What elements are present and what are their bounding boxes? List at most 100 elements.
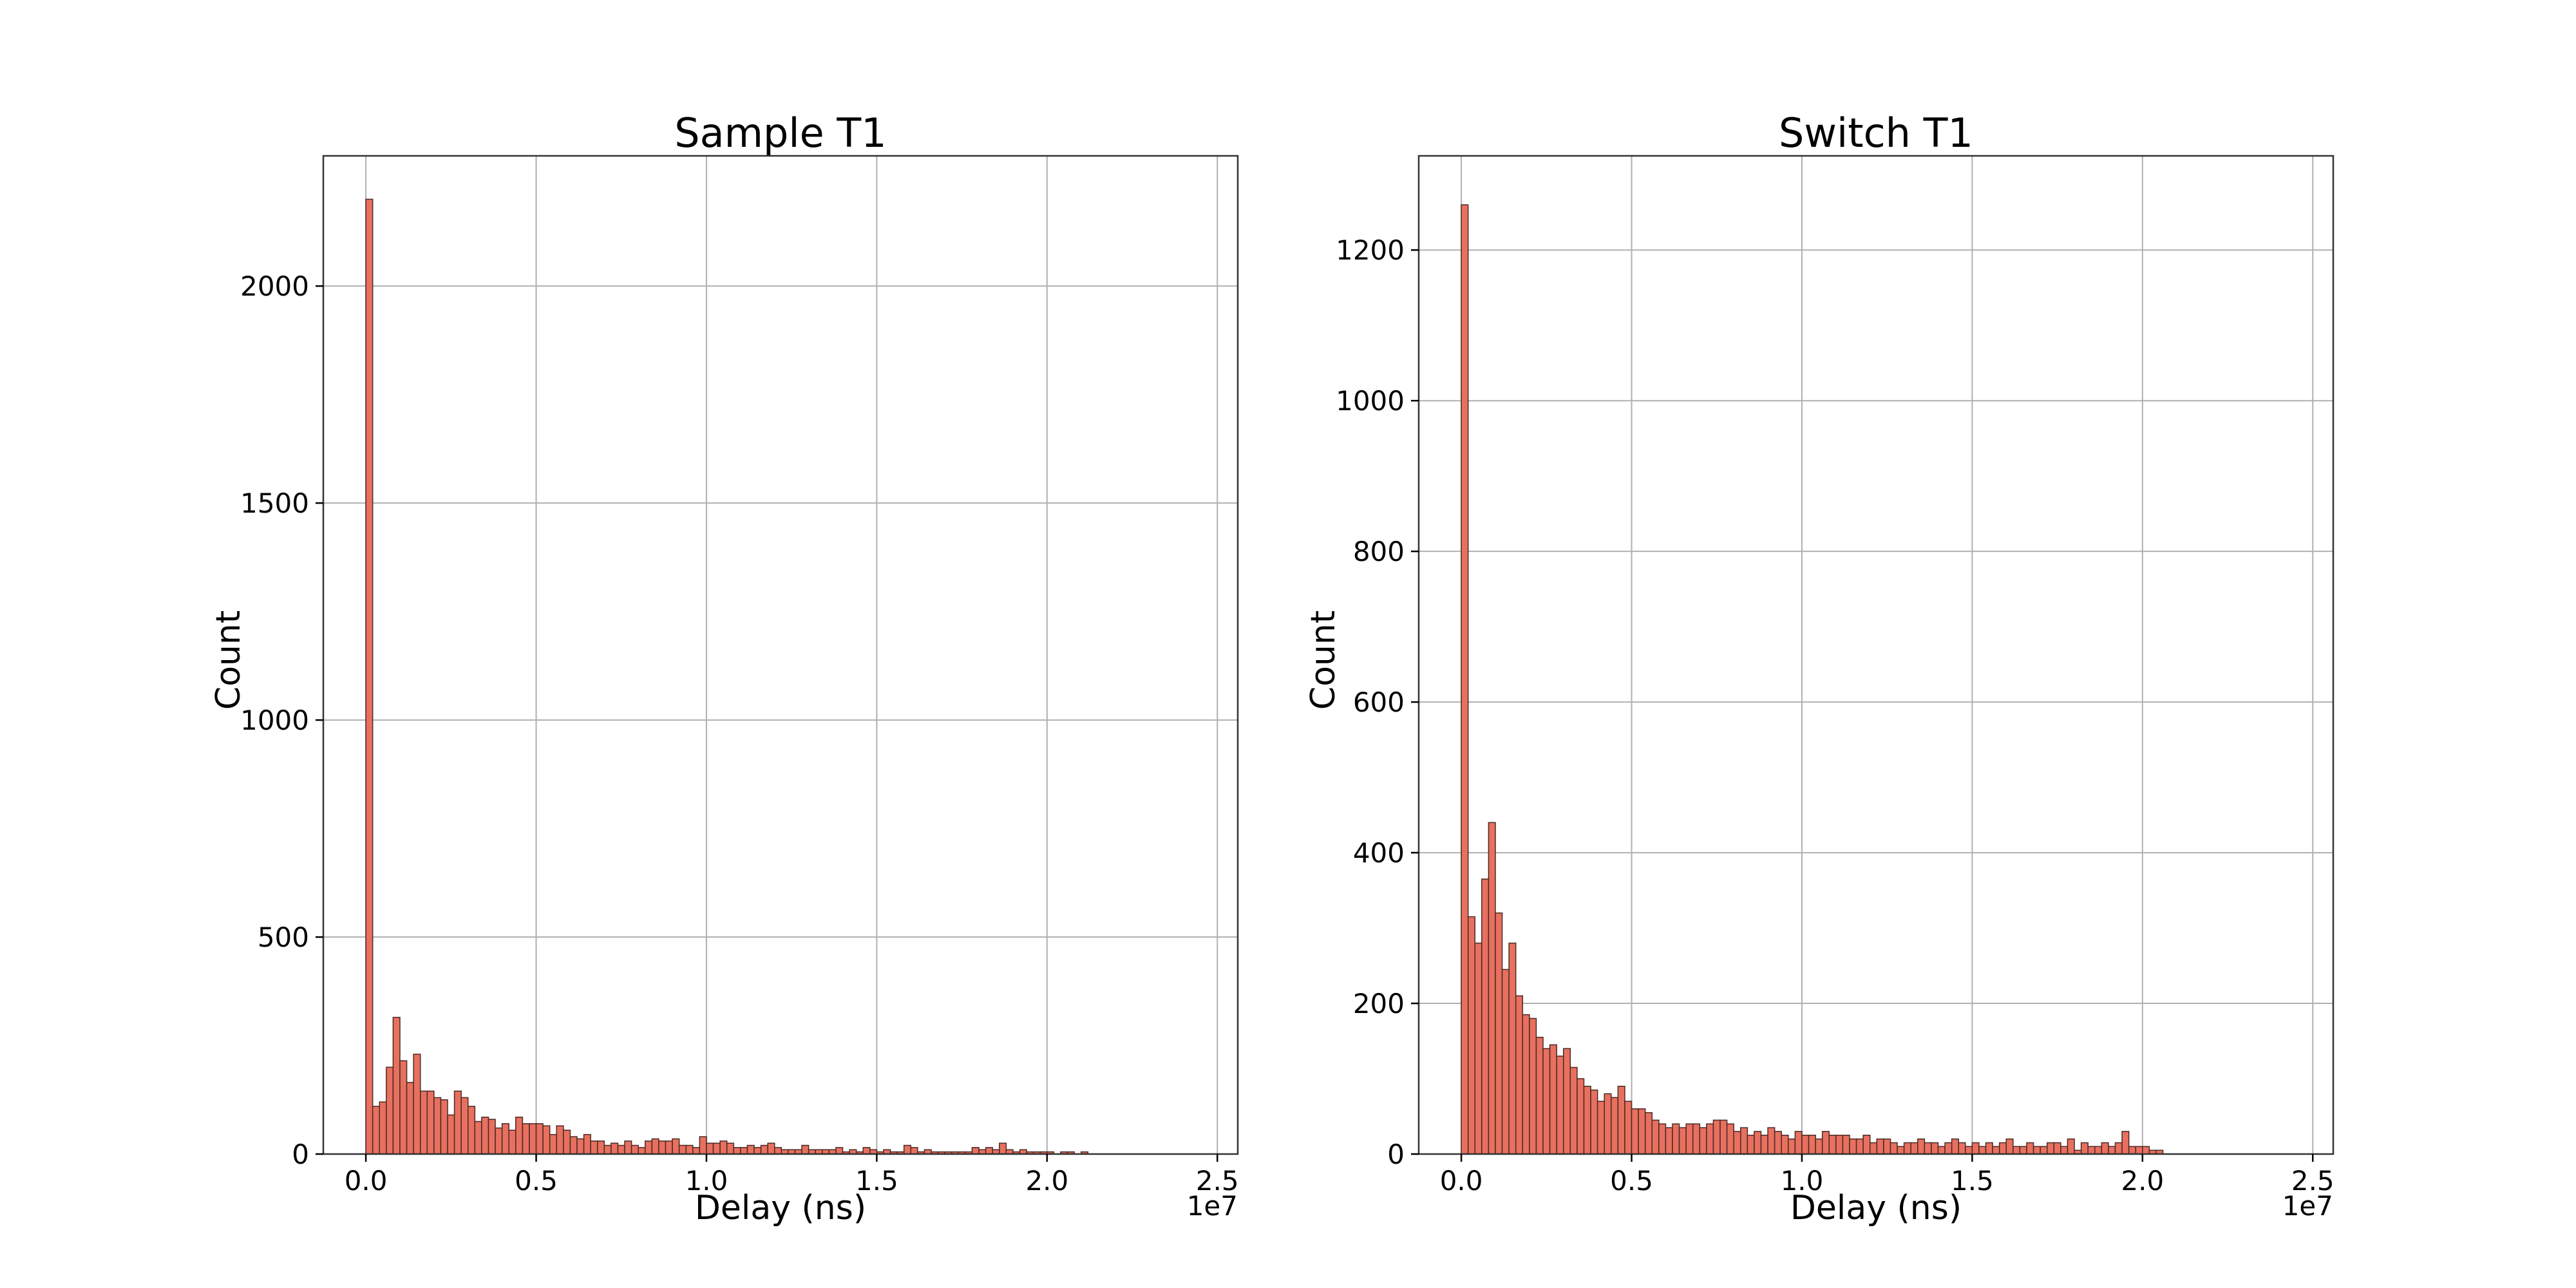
histogram-bar xyxy=(556,1125,564,1155)
histogram-bar xyxy=(379,1101,387,1155)
histogram-bar xyxy=(1958,1142,1966,1155)
histogram-bar xyxy=(2087,1146,2096,1155)
y-tick-label: 200 xyxy=(1353,988,1405,1019)
histogram-bar xyxy=(999,1142,1007,1155)
x-tick-label: 2.5 xyxy=(2291,1165,2334,1197)
histogram-bar xyxy=(910,1147,918,1155)
histogram-bar xyxy=(2142,1146,2150,1155)
histogram-bar xyxy=(406,1082,414,1155)
histogram-bar xyxy=(706,1142,714,1155)
histogram-bar xyxy=(603,1144,612,1155)
x-tick-label: 2.0 xyxy=(2121,1165,2164,1197)
chart-title: Switch T1 xyxy=(1779,109,1973,156)
histogram-bar xyxy=(1767,1127,1776,1155)
histogram-bar xyxy=(1862,1135,1871,1155)
histogram-bar xyxy=(1992,1146,2000,1155)
histogram-bar xyxy=(1869,1142,1878,1155)
histogram-bar xyxy=(569,1136,578,1155)
histogram-bar xyxy=(1965,1146,1973,1155)
x-tick-label: 1.5 xyxy=(1951,1165,1994,1197)
histogram-bar xyxy=(1835,1135,1844,1155)
bars xyxy=(365,198,1089,1155)
histogram-bar xyxy=(1692,1123,1701,1155)
x-axis-label: Delay (ns) xyxy=(1790,1189,1962,1227)
histogram-bar xyxy=(453,1090,462,1155)
histogram-bar xyxy=(1821,1131,1830,1155)
x-tick-label: 0.0 xyxy=(1440,1165,1483,1197)
histogram-bar xyxy=(2005,1138,2014,1155)
bars xyxy=(1461,204,2164,1155)
histogram-bar xyxy=(1985,1142,1993,1155)
histogram-bar xyxy=(447,1114,455,1155)
histogram-bar xyxy=(903,1144,912,1155)
histogram-bar xyxy=(1699,1127,1707,1155)
x-tick-label: 2.0 xyxy=(1025,1165,1068,1197)
histogram-bar xyxy=(645,1141,653,1155)
histogram-bar xyxy=(563,1130,571,1155)
histogram-bar xyxy=(1828,1135,1837,1155)
histogram-bar xyxy=(549,1133,558,1155)
histogram-bar xyxy=(699,1136,707,1155)
histogram-bar xyxy=(1917,1138,1926,1155)
y-tick-label: 1000 xyxy=(1336,385,1405,417)
histogram-bar xyxy=(862,1147,871,1155)
histogram-bar xyxy=(1855,1138,1864,1155)
histogram-bar xyxy=(1481,878,1490,1155)
plot-frame xyxy=(322,155,1239,1155)
histogram-bar xyxy=(386,1066,394,1155)
histogram-bar xyxy=(1596,1101,1605,1155)
histogram-bar xyxy=(2114,1142,2123,1155)
histogram-bar xyxy=(1611,1097,1619,1155)
histogram-bar xyxy=(1508,942,1517,1155)
histogram-bar xyxy=(1781,1135,1789,1155)
histogram-bar xyxy=(522,1123,530,1155)
histogram-bar xyxy=(760,1144,768,1155)
histogram-bar xyxy=(501,1123,509,1155)
histogram-bar xyxy=(1760,1135,1768,1155)
y-axis-label: Count xyxy=(209,611,248,710)
histogram-bar xyxy=(1883,1138,1891,1155)
chart-title: Sample T1 xyxy=(674,109,887,156)
histogram-bar xyxy=(1638,1108,1646,1155)
histogram-bar xyxy=(419,1090,428,1155)
grid xyxy=(1419,156,2333,1155)
histogram-bar xyxy=(1658,1123,1667,1155)
histogram-bar xyxy=(1801,1135,1810,1155)
histogram-bar xyxy=(440,1099,448,1155)
histogram-bar xyxy=(1740,1127,1748,1155)
histogram-bar xyxy=(1624,1101,1633,1155)
histogram-bar xyxy=(583,1133,591,1155)
histogram-bar xyxy=(1577,1078,1585,1155)
histogram-bar xyxy=(753,1147,762,1155)
y-axis-label: Count xyxy=(1304,611,1343,710)
x-axis-offset-label: 1e7 xyxy=(2282,1190,2333,1222)
histogram-bar xyxy=(767,1142,775,1155)
histogram-bar xyxy=(2047,1142,2055,1155)
histogram-bar xyxy=(1978,1146,1987,1155)
histogram-bar xyxy=(658,1141,667,1155)
histogram-bar xyxy=(1672,1123,1680,1155)
histogram-bar xyxy=(1774,1131,1782,1155)
histogram-bar xyxy=(1815,1138,1823,1155)
histogram-bar xyxy=(638,1147,646,1155)
histogram-bar xyxy=(692,1147,701,1155)
histogram-bar xyxy=(801,1144,810,1155)
histogram-bar xyxy=(1889,1142,1898,1155)
histogram-bar xyxy=(1685,1123,1694,1155)
x-tick-label: 2.5 xyxy=(1196,1165,1239,1197)
histogram-bar xyxy=(1951,1138,1959,1155)
histogram-bar xyxy=(2019,1146,2027,1155)
histogram-bar xyxy=(1788,1138,1796,1155)
grid xyxy=(323,156,1238,1155)
histogram-bar xyxy=(488,1119,496,1155)
histogram-bar xyxy=(1563,1048,1571,1155)
histogram-bar xyxy=(392,1016,401,1155)
histogram-bar xyxy=(712,1142,721,1155)
y-tick-label: 800 xyxy=(1353,536,1405,567)
histogram-bar xyxy=(685,1144,694,1155)
histogram-bar xyxy=(2080,1142,2088,1155)
histogram-bar xyxy=(726,1142,735,1155)
histogram-bar xyxy=(611,1142,619,1155)
histogram-bar xyxy=(665,1141,673,1155)
histogram-bar xyxy=(508,1130,516,1155)
